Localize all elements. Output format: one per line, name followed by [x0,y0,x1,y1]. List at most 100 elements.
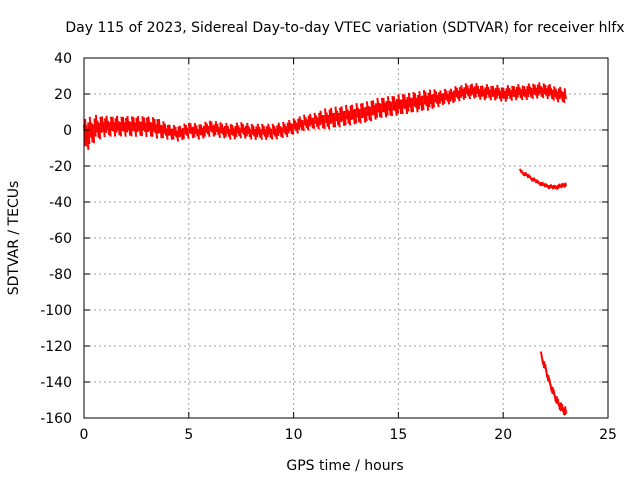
data-point [160,125,165,139]
data-point [448,90,452,102]
y-tick-label: -20 [49,159,72,175]
data-point [90,122,94,143]
data-point [102,122,106,138]
data-point [398,99,403,115]
data-point [395,98,400,114]
data-point [358,109,362,124]
data-point [285,126,289,138]
data-point [355,103,359,118]
data-point [544,182,548,188]
data-point [552,184,556,189]
data-point [376,97,380,113]
data-point [181,127,186,139]
data-point [526,86,530,98]
data-point [276,125,280,137]
data-point [171,128,175,140]
data-point [273,125,277,137]
data-point [406,96,410,112]
data-point [123,122,127,137]
data-point [400,99,404,115]
data-point [297,118,301,130]
data-point [151,117,156,132]
data-point [93,118,97,137]
data-point [404,99,409,115]
data-point [558,183,562,188]
data-point [538,82,542,94]
data-point [520,89,524,101]
data-point [548,184,552,189]
data-point [166,124,171,136]
data-point [261,123,265,135]
data-point [258,126,262,138]
data-point [235,122,239,134]
data-point [193,122,197,134]
data-point [199,124,203,136]
data-point [440,94,445,106]
data-point [558,403,562,412]
data-point [342,111,346,126]
data-point [413,93,418,108]
y-tick-label: 0 [63,123,72,139]
data-point [217,126,221,138]
data-point [315,115,319,127]
data-point [231,124,235,136]
data-point [541,87,545,99]
data-point [339,107,343,123]
y-tick-label: -60 [49,231,72,247]
data-point [216,123,220,135]
data-point [177,126,181,138]
data-point [126,115,130,131]
data-point [350,104,355,120]
data-point [392,96,397,111]
data-point [424,91,428,107]
data-point [457,90,461,102]
data-point [485,84,489,96]
data-point [386,96,391,111]
data-point [288,119,292,131]
data-point [517,84,521,96]
data-point [249,128,253,140]
data-point [347,111,352,126]
data-point [493,89,497,101]
data-point [497,87,501,100]
data-point [109,116,114,132]
data-point [304,117,308,129]
data-point [195,125,199,137]
data-point [219,122,223,134]
data-point [431,93,436,108]
data-point [292,118,296,130]
data-point [412,91,416,107]
data-point [518,87,522,99]
data-point [449,88,453,100]
data-point [316,117,320,130]
data-point [515,86,519,98]
data-point [458,86,462,98]
data-point [380,97,385,113]
data-point [532,83,536,95]
data-point [301,119,305,131]
data-point [356,107,361,123]
data-point [542,83,546,95]
data-point [250,123,254,135]
data-point [97,122,102,140]
data-point [340,106,344,121]
data-point [300,119,304,131]
data-point [180,129,184,141]
data-point [175,130,180,142]
data-point [488,89,492,101]
data-point [397,94,401,109]
data-point [454,86,458,98]
data-point [428,89,433,105]
data-point [539,181,544,187]
data-point [514,89,518,101]
data-series [83,82,567,150]
data-point [521,171,525,177]
data-point [556,184,560,189]
y-tick-label: -140 [40,375,72,391]
data-point [437,92,442,104]
data-point [547,85,551,97]
data-point [130,116,135,131]
data-point [391,95,395,111]
data-point [526,173,530,179]
data-point [559,184,563,189]
